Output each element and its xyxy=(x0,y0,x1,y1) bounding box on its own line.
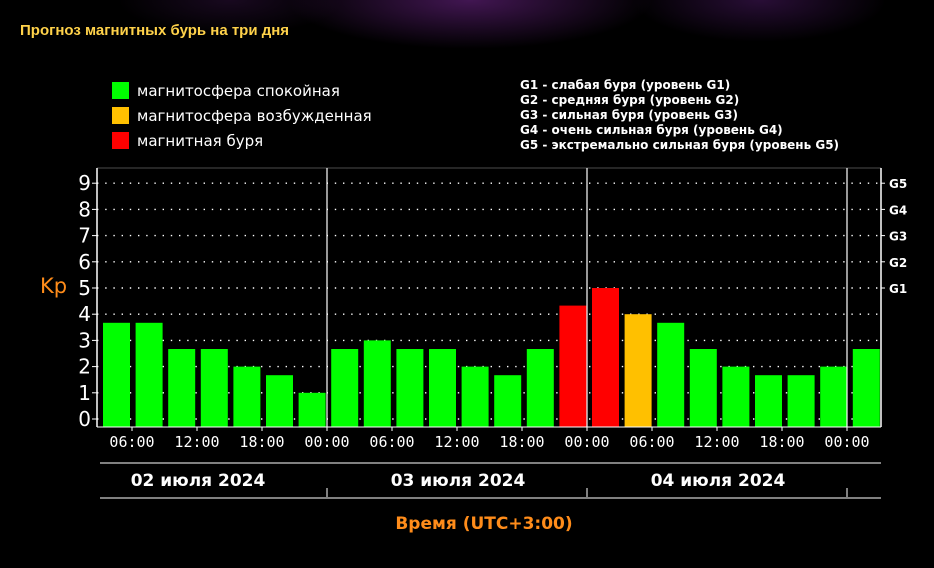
page-title: Прогноз магнитных бурь на три дня xyxy=(20,22,290,39)
legend-label-active: магнитосфера возбужденная xyxy=(137,106,372,125)
g-level-legend: G1 - слабая буря (уровень G1) G2 - средн… xyxy=(520,78,839,153)
y-tick-label: 6 xyxy=(78,250,91,274)
legend-label-storm: магнитная буря xyxy=(137,131,264,150)
x-tick-label: 06:00 xyxy=(109,433,154,451)
x-tick-label: 00:00 xyxy=(304,433,349,451)
legend: магнитосфера спокойная магнитосфера возб… xyxy=(112,78,372,153)
x-tick-label: 00:00 xyxy=(564,433,609,451)
x-tick-label: 12:00 xyxy=(174,433,219,451)
g-level-3: G3 - сильная буря (уровень G3) xyxy=(520,108,738,122)
kp-bar xyxy=(200,349,228,427)
kp-bar xyxy=(429,349,456,427)
g-level-4: G4 - очень сильная буря (уровень G4) xyxy=(520,123,783,137)
legend-swatch-storm xyxy=(112,132,129,149)
day-label: 04 июля 2024 xyxy=(651,471,786,491)
y-tick-label: 7 xyxy=(78,224,91,248)
x-tick-label: 12:00 xyxy=(694,433,739,451)
kp-bar xyxy=(135,322,163,427)
kp-bar xyxy=(689,349,717,427)
g-level-5: G5 - экстремально сильная буря (уровень … xyxy=(520,138,840,152)
kp-bar xyxy=(494,375,522,427)
legend-label-quiet: магнитосфера спокойная xyxy=(137,81,340,100)
kp-bar xyxy=(624,314,652,427)
x-tick-label: 18:00 xyxy=(239,433,284,451)
kp-bar xyxy=(168,349,196,427)
y-tick-label: 3 xyxy=(78,328,91,352)
kp-bar xyxy=(722,366,750,427)
g-tick-label: G5 xyxy=(889,177,907,191)
x-tick-label: 12:00 xyxy=(434,433,479,451)
legend-item-storm: магнитная буря xyxy=(112,128,372,153)
y-axis-title: Kp xyxy=(40,274,67,298)
legend-item-quiet: магнитосфера спокойная xyxy=(112,78,372,103)
x-tick-label: 18:00 xyxy=(499,433,544,451)
y-tick-label: 0 xyxy=(78,407,91,431)
kp-bar xyxy=(755,375,782,427)
kp-bar xyxy=(103,322,130,427)
bars xyxy=(103,288,880,427)
kp-bar xyxy=(298,392,326,427)
legend-item-active: магнитосфера возбужденная xyxy=(112,103,372,128)
kp-bar xyxy=(266,375,293,427)
kp-bar xyxy=(787,375,815,427)
legend-swatch-quiet xyxy=(112,82,129,99)
day-label: 02 июля 2024 xyxy=(131,471,266,491)
y-tick-label: 2 xyxy=(78,355,91,379)
y-tick-label: 8 xyxy=(78,197,91,221)
x-tick-label: 00:00 xyxy=(824,433,869,451)
g-tick-label: G4 xyxy=(889,203,907,217)
kp-bar xyxy=(233,366,261,427)
kp-bar xyxy=(820,366,848,427)
kp-bar xyxy=(559,305,587,427)
day-label: 03 июля 2024 xyxy=(391,471,526,491)
x-tick-label: 06:00 xyxy=(369,433,414,451)
kp-bar xyxy=(852,349,880,427)
kp-bar xyxy=(363,340,391,427)
kp-bar xyxy=(526,349,554,427)
kp-bar xyxy=(461,366,489,427)
y-tick-label: 1 xyxy=(78,381,91,405)
kp-bar xyxy=(657,322,685,427)
g-tick-label: G2 xyxy=(889,256,907,270)
y-tick-label: 5 xyxy=(78,276,91,300)
g-level-2: G2 - средняя буря (уровень G2) xyxy=(520,93,740,107)
x-tick-label: 18:00 xyxy=(759,433,804,451)
x-tick-label: 06:00 xyxy=(629,433,674,451)
legend-swatch-active xyxy=(112,107,129,124)
y-tick-label: 4 xyxy=(78,302,91,326)
g-tick-label: G3 xyxy=(889,230,907,244)
g-level-1: G1 - слабая буря (уровень G1) xyxy=(520,78,731,92)
x-axis-title: Время (UTC+3:00) xyxy=(395,514,572,534)
kp-bar xyxy=(592,288,619,427)
g-tick-label: G1 xyxy=(889,282,907,296)
axes xyxy=(92,167,885,499)
kp-bar xyxy=(396,349,424,427)
y-tick-label: 9 xyxy=(78,171,91,195)
kp-bar xyxy=(331,349,359,427)
